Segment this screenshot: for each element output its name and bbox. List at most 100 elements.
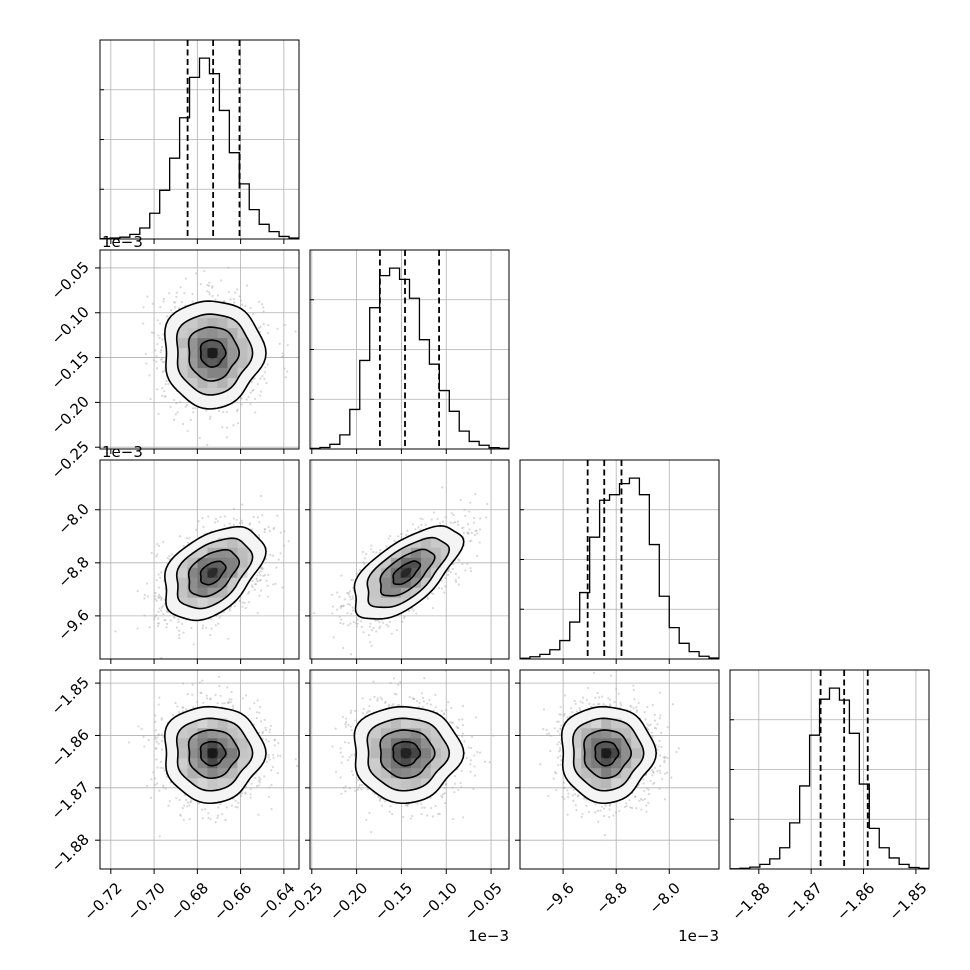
scatter-point <box>473 754 476 757</box>
scatter-point <box>466 531 469 534</box>
scatter-point <box>339 751 342 754</box>
y-offset-label: 1e−3 <box>102 443 143 461</box>
scatter-point <box>233 604 237 608</box>
scatter-point <box>361 712 365 715</box>
scatter-point <box>142 306 145 309</box>
scatter-point <box>205 626 208 629</box>
contours <box>353 705 465 805</box>
scatter-point <box>457 583 460 586</box>
scatter-point <box>170 309 173 312</box>
scatter-point <box>397 535 400 538</box>
density-bin <box>410 738 421 749</box>
scatter-point <box>462 531 465 534</box>
scatter-point <box>160 596 163 600</box>
scatter-point <box>256 516 259 519</box>
scatter-point <box>340 761 343 764</box>
scatter-point <box>628 799 631 802</box>
scatter-point <box>279 754 282 758</box>
scatter-point <box>192 643 195 646</box>
scatter-point <box>602 814 606 818</box>
scatter-point <box>191 300 194 303</box>
scatter-point <box>660 731 663 734</box>
scatter-point <box>549 734 552 737</box>
scatter-point <box>444 576 447 580</box>
scatter-point <box>274 582 277 585</box>
scatter-point <box>208 281 211 284</box>
scatter-point <box>457 576 460 579</box>
scatter-point <box>199 283 202 286</box>
scatter-point <box>347 593 350 596</box>
density-bin <box>370 738 381 749</box>
scatter-point <box>202 701 205 705</box>
scatter-point <box>558 733 562 736</box>
scatter-point <box>476 554 479 558</box>
scatter-point <box>462 816 465 819</box>
scatter-point <box>413 697 416 700</box>
scatter-point <box>281 355 285 358</box>
scatter-point <box>592 671 596 674</box>
scatter-point <box>216 294 220 297</box>
scatter-point <box>461 718 464 721</box>
contour-line <box>187 548 241 598</box>
scatter-point <box>370 629 374 632</box>
scatter-point <box>420 692 423 695</box>
density-bin <box>410 778 421 789</box>
scatter-point <box>348 756 351 759</box>
y-offset-label: 1e−3 <box>102 233 143 251</box>
scatter-point <box>279 552 282 555</box>
scatter-point <box>234 799 237 802</box>
scatter-point <box>253 377 256 380</box>
scatter-point <box>267 525 270 529</box>
density-bin <box>400 567 411 578</box>
scatter-point <box>619 704 623 707</box>
scatter-point <box>159 351 162 354</box>
scatter-point <box>378 620 381 624</box>
scatter-point <box>473 533 476 537</box>
scatter-point <box>645 787 648 790</box>
scatter-point <box>198 681 202 684</box>
scatter-point <box>157 617 160 620</box>
scatter-point <box>460 785 463 788</box>
scatter-point <box>454 520 457 524</box>
contour-line <box>560 705 657 805</box>
scatter-point <box>630 705 633 708</box>
scatter-point <box>376 699 379 702</box>
density-bin <box>187 557 198 568</box>
scatter-point <box>216 520 219 523</box>
scatter-point <box>574 793 577 796</box>
scatter-point <box>202 525 205 528</box>
scatter-point <box>247 592 250 595</box>
density-bin <box>571 748 582 759</box>
scatter-point <box>236 408 239 411</box>
scatter-point <box>160 739 163 743</box>
scatter-point <box>162 361 166 364</box>
contour-line <box>583 729 633 780</box>
density-bin <box>400 718 411 729</box>
density-bin <box>217 318 228 329</box>
scatter-point <box>436 517 439 521</box>
scatter-point <box>599 809 602 812</box>
scatter-point <box>553 771 557 774</box>
scatter-point <box>287 540 290 543</box>
scatter-point <box>251 579 254 583</box>
scatter-point <box>347 591 350 594</box>
scatter-point <box>457 788 460 792</box>
scatter-point <box>379 797 382 801</box>
density-bin <box>187 758 198 769</box>
scatter-point <box>211 286 214 289</box>
scatter-point <box>444 783 447 786</box>
scatter-point <box>256 699 259 702</box>
scatter-point <box>269 553 272 557</box>
density-bin <box>177 338 188 349</box>
scatter-point <box>615 688 618 691</box>
density-bin <box>410 728 421 739</box>
scatter-point <box>263 371 267 374</box>
scatter-point <box>640 808 643 811</box>
density-bin <box>207 587 218 598</box>
scatter-point <box>160 717 163 720</box>
scatter-point <box>154 591 157 595</box>
scatter-point <box>596 809 600 812</box>
scatter-point <box>197 802 201 805</box>
scatter-point <box>250 380 254 384</box>
scatter-point <box>278 342 281 345</box>
